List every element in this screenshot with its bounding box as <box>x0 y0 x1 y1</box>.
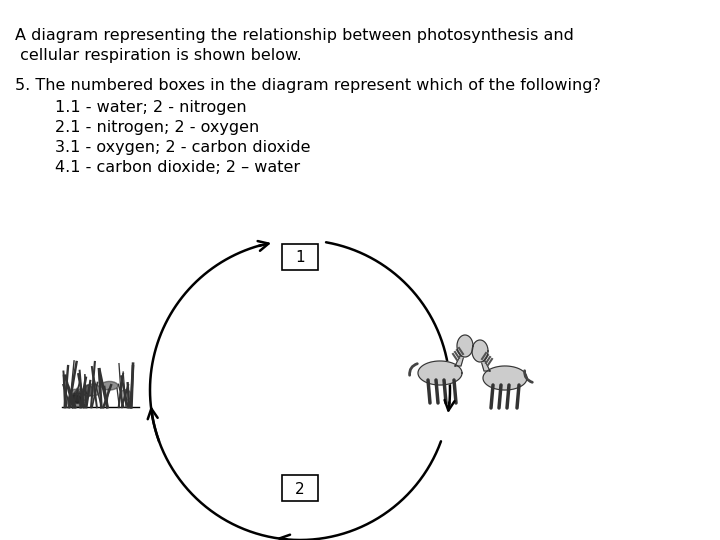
Polygon shape <box>472 340 488 362</box>
Polygon shape <box>101 381 118 390</box>
Text: 2: 2 <box>295 482 305 496</box>
Polygon shape <box>67 395 82 408</box>
Text: 1: 1 <box>295 251 305 266</box>
Polygon shape <box>73 389 88 404</box>
Text: A diagram representing the relationship between photosynthesis and: A diagram representing the relationship … <box>15 28 574 43</box>
Polygon shape <box>85 384 101 396</box>
Polygon shape <box>457 335 473 357</box>
Text: 4.1 - carbon dioxide; 2 – water: 4.1 - carbon dioxide; 2 – water <box>55 160 300 175</box>
FancyBboxPatch shape <box>282 475 318 501</box>
Polygon shape <box>68 393 86 402</box>
Text: 3.1 - oxygen; 2 - carbon dioxide: 3.1 - oxygen; 2 - carbon dioxide <box>55 140 310 155</box>
Polygon shape <box>455 352 465 366</box>
Polygon shape <box>418 361 462 385</box>
Polygon shape <box>483 366 527 390</box>
Text: cellular respiration is shown below.: cellular respiration is shown below. <box>15 48 302 63</box>
Polygon shape <box>480 357 490 371</box>
Text: 1.1 - water; 2 - nitrogen: 1.1 - water; 2 - nitrogen <box>55 100 247 115</box>
Text: 2.1 - nitrogen; 2 - oxygen: 2.1 - nitrogen; 2 - oxygen <box>55 120 259 135</box>
Polygon shape <box>84 384 93 397</box>
Polygon shape <box>120 390 131 401</box>
Text: 5. The numbered boxes in the diagram represent which of the following?: 5. The numbered boxes in the diagram rep… <box>15 78 601 93</box>
FancyBboxPatch shape <box>282 244 318 270</box>
Polygon shape <box>69 389 81 404</box>
